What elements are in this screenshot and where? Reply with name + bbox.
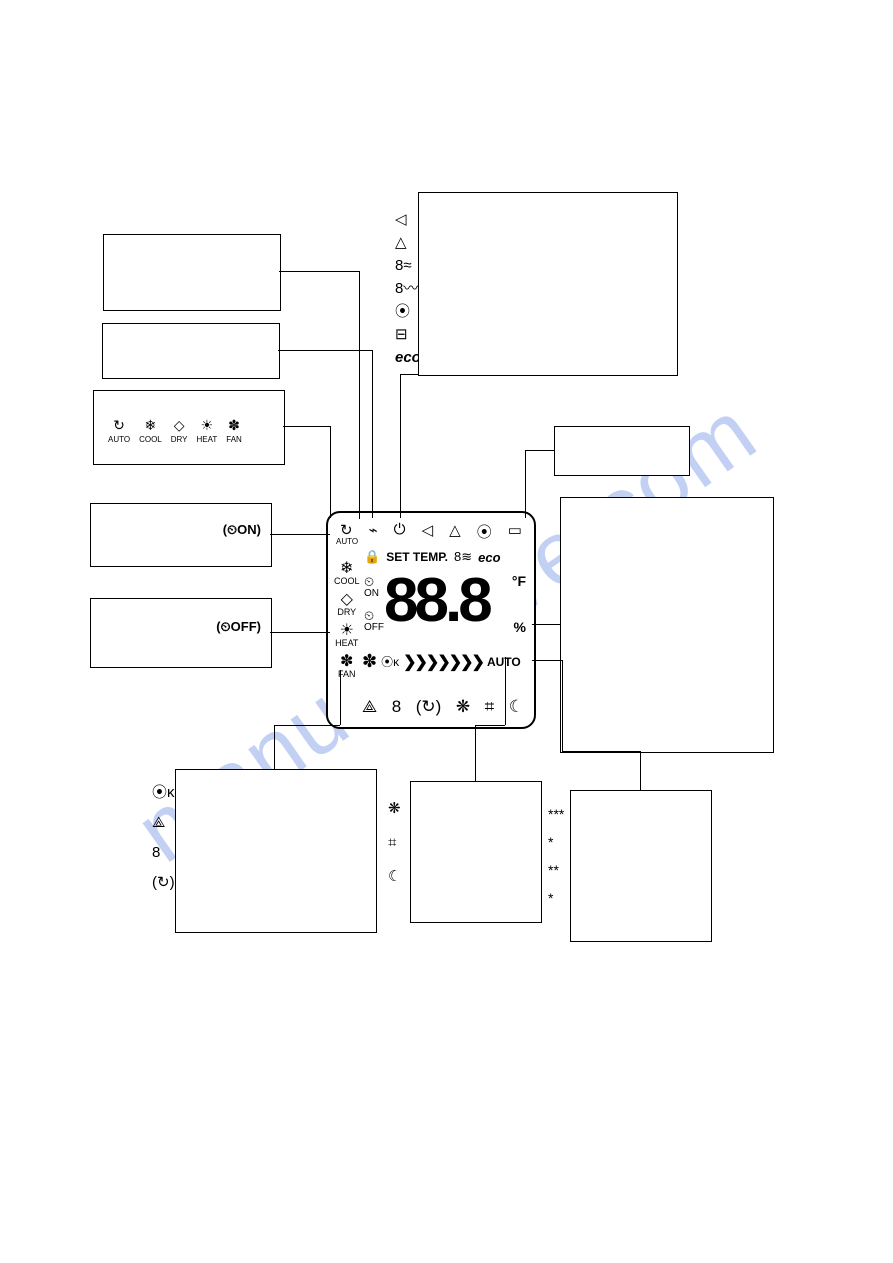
auto-fan-label: AUTO	[487, 655, 521, 669]
stars-stack: *** * ** *	[548, 800, 564, 912]
fan-speed-row: ✽ ⦿ᴋ ❯❯❯❯❯❯❯ AUTO	[362, 651, 526, 672]
leader	[532, 660, 562, 661]
callout-box-timer-off: (⏲OFF)	[90, 598, 272, 668]
callout-box-9	[175, 769, 377, 933]
leader	[274, 725, 275, 769]
callout-box-6	[418, 192, 678, 376]
stars-3: ***	[548, 800, 564, 828]
mode-fan-icon: ✽FAN	[226, 417, 242, 445]
timer-on-indicator: ⏲ON	[364, 575, 379, 599]
leader	[270, 534, 330, 535]
leader	[400, 374, 401, 518]
stars-1b: *	[548, 884, 564, 912]
unit-pct: %	[514, 619, 526, 635]
eco-icon: eco	[395, 346, 421, 369]
vert-icon-stack-left-bottom: ⦿ᴋ ⟁ 8 (↻)	[152, 778, 175, 898]
mode-dry-icon: ◇DRY	[171, 417, 188, 445]
heater-icon: ⌗	[485, 697, 495, 717]
battery-icon: ▭	[508, 521, 522, 542]
leader	[279, 271, 359, 272]
leader	[340, 670, 341, 725]
leader	[505, 657, 506, 725]
lock-icon: ⊟	[395, 323, 421, 346]
follow-icon: 8	[392, 697, 401, 717]
callout-box-1	[103, 234, 281, 311]
leader	[372, 350, 373, 518]
leader	[283, 426, 330, 427]
callout-box-2	[102, 323, 280, 379]
temperature-digits: 88.8	[384, 565, 489, 636]
leader	[359, 271, 360, 519]
heater-icon: ⌗	[388, 826, 401, 860]
mode-auto-icon: ↻AUTO	[108, 417, 130, 445]
mute-icon: ⦿ᴋ	[381, 653, 399, 670]
leader	[532, 624, 560, 625]
leader	[525, 474, 526, 518]
leader	[330, 426, 331, 518]
swing-h-icon: △	[395, 231, 421, 254]
leader	[640, 751, 641, 790]
stars-1a: *	[548, 828, 564, 856]
rotate-icon: (↻)	[416, 697, 442, 717]
main-fan-icon: ❋	[456, 697, 470, 717]
callout-box-10	[410, 781, 542, 923]
leader	[475, 725, 476, 781]
set-temp-label: SET TEMP.	[386, 550, 448, 564]
fan-icon: ✽	[362, 651, 377, 672]
sleep-icon: ☾	[388, 860, 401, 894]
unit-f: °F	[512, 573, 526, 589]
leader	[562, 660, 563, 751]
rotate-icon: (↻)	[152, 868, 175, 898]
leader	[270, 632, 330, 633]
power-icon: ⏻	[394, 521, 406, 542]
eco-icon: eco	[478, 550, 500, 565]
signal-icon: ⦿	[395, 300, 421, 323]
leader	[278, 350, 372, 351]
follow-me-icon: 8≋	[454, 549, 472, 565]
leader	[525, 450, 554, 451]
vert-icon-stack-mid-bottom: ❋ ⌗ ☾	[388, 792, 401, 894]
stars-2: **	[548, 856, 564, 884]
speed-bars: ❯❯❯❯❯❯❯	[403, 652, 483, 672]
lock-icon: 🔒	[364, 549, 380, 565]
mode-heat-icon: ☀HEAT	[197, 417, 218, 445]
callout-box-modes: ↻AUTO ❄COOL ◇DRY ☀HEAT ✽FAN	[93, 390, 285, 465]
callout-box-7	[554, 426, 690, 476]
callout-box-timer-on: (⏲ON)	[90, 503, 272, 567]
follow-me-icon: 8〰	[395, 277, 421, 300]
clock-off-icon: (⏲OFF)	[216, 619, 261, 635]
auto-label: AUTO	[336, 537, 358, 546]
timer-off-indicator: ⏲OFF	[364, 609, 384, 633]
fresh-icon: ⟁	[362, 697, 377, 717]
mute-icon: ⦿ᴋ	[152, 778, 175, 808]
lcd-row1: ↻ ⌁ ⏻ ◁ △ ⦿ ▭	[340, 521, 522, 542]
callout-box-11	[570, 790, 712, 942]
clock-on-icon: (⏲ON)	[223, 522, 261, 538]
leader	[475, 725, 505, 726]
vert-icon-stack: ◁ △ 8≈ 8〰 ⦿ ⊟ eco	[395, 208, 421, 369]
follow-icon: 8	[152, 838, 175, 868]
mode-column: ❄COOL ◇DRY ☀HEAT ✽FAN	[334, 555, 360, 679]
wifi-icon: ⌁	[369, 521, 378, 542]
swing-v-icon: ◁	[422, 521, 434, 542]
main-fan-icon: ❋	[388, 792, 401, 826]
leader	[400, 374, 418, 375]
signal-icon: ⦿	[477, 521, 492, 542]
swing-v-icon: ◁	[395, 208, 421, 231]
lcd-row2: 🔒 SET TEMP. 8≋ eco	[364, 549, 524, 565]
leader	[274, 725, 340, 726]
leader	[525, 450, 526, 474]
callout-box-8	[560, 497, 774, 753]
sleep-icon: ☾	[509, 697, 524, 717]
leader	[562, 751, 640, 752]
fresh-icon: ⟁	[152, 808, 175, 838]
swing-h-icon: △	[449, 521, 461, 542]
follow-me-warm-icon: 8≈	[395, 254, 421, 277]
lcd-bottom-row: ⟁ 8 (↻) ❋ ⌗ ☾	[362, 697, 524, 717]
mode-cool-icon: ❄COOL	[139, 417, 162, 445]
